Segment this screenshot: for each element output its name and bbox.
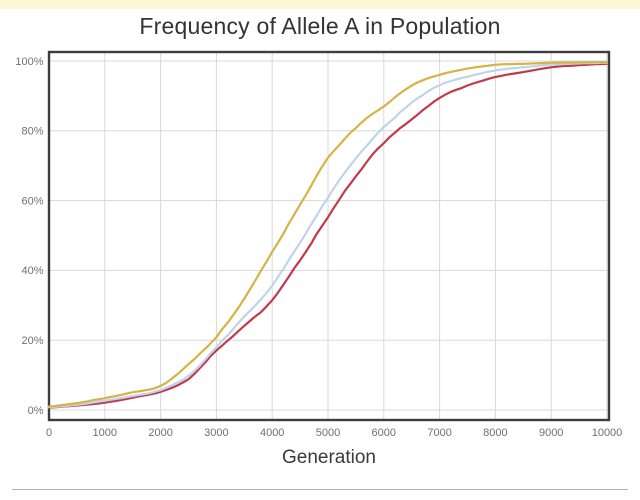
bottom-divider: [12, 489, 628, 490]
series-line-run-blue: [47, 61, 609, 409]
y-tick-label: 20%: [21, 335, 43, 347]
y-tick-label: 100%: [15, 56, 43, 68]
y-tick-label: 0%: [28, 405, 44, 417]
x-tick-label: 5000: [316, 427, 340, 439]
x-tick-label: 4000: [260, 427, 284, 439]
plot-border: [47, 50, 611, 422]
x-tick-labels: 0 1000 2000 3000 4000 5000 6000 7000 8000 9000 100…: [46, 427, 622, 439]
y-tick-label: 60%: [21, 195, 43, 207]
y-tick-labels: 0% 20% 40% 60% 80% 100%: [15, 56, 43, 417]
x-tick-label: 7000: [427, 427, 451, 439]
x-tick-label: 9000: [539, 427, 563, 439]
top-accent-strip: [0, 0, 640, 9]
series-line-run-red: [47, 62, 609, 409]
gridlines: [50, 53, 608, 419]
x-axis-title: Generation: [281, 447, 376, 468]
series-line-run-gold: [47, 60, 609, 408]
x-tick-label: 0: [46, 427, 52, 439]
x-tick-label: 8000: [483, 427, 507, 439]
chart-title: Frequency of Allele A in Population: [139, 13, 501, 39]
y-tick-label: 40%: [21, 265, 43, 277]
x-tick-label: 6000: [372, 427, 396, 439]
x-tick-label: 2000: [148, 427, 172, 439]
y-tick-label: 80%: [21, 126, 43, 138]
x-tick-label: 10000: [592, 427, 623, 439]
x-tick-label: 3000: [204, 427, 228, 439]
x-tick-label: 1000: [93, 427, 117, 439]
